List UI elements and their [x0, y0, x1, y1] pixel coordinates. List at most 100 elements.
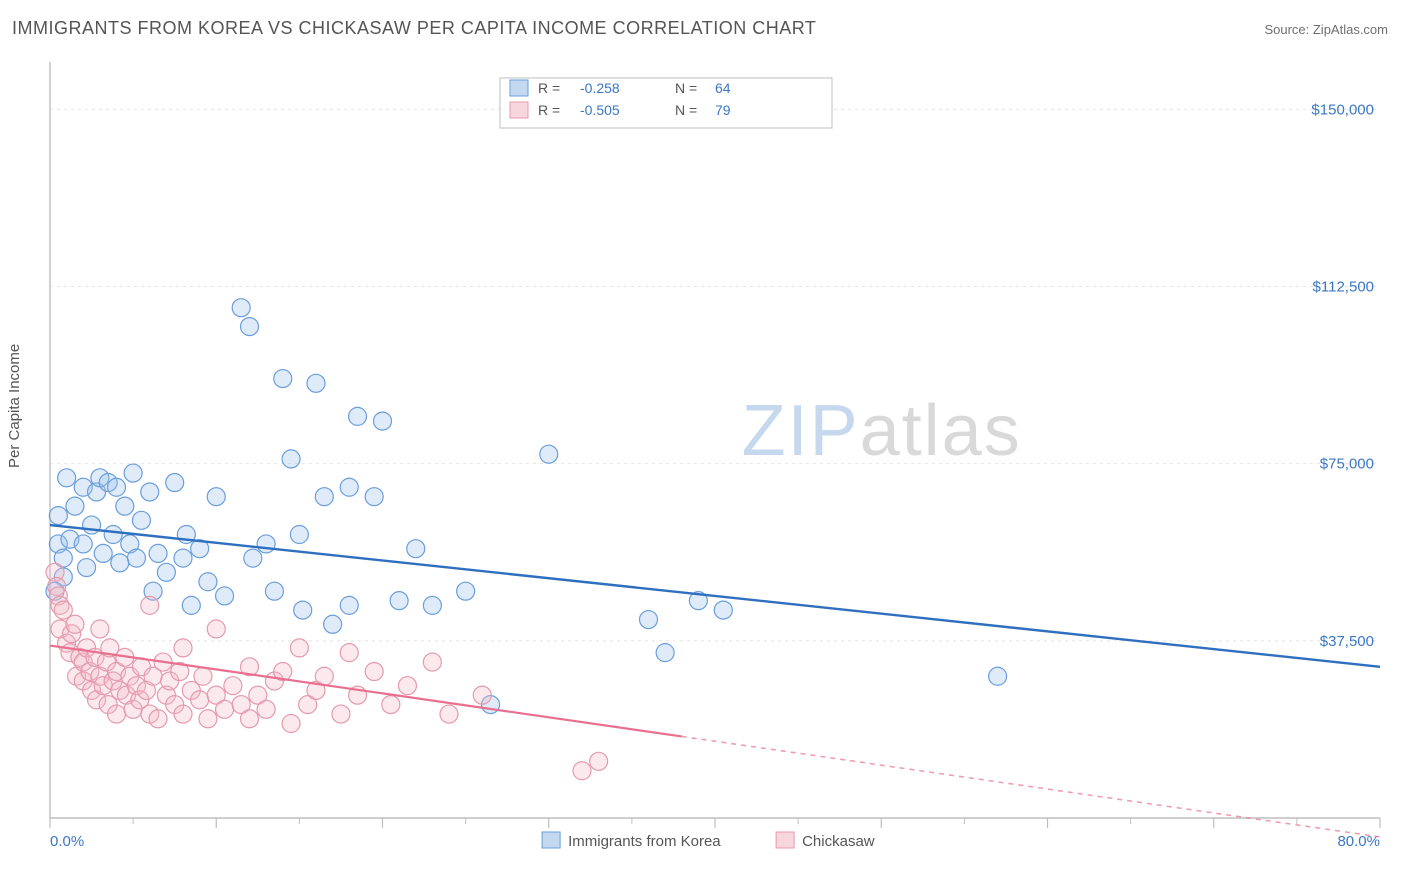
data-point-korea — [141, 483, 159, 501]
data-point-korea — [407, 540, 425, 558]
data-point-korea — [49, 507, 67, 525]
x-tick-label: 80.0% — [1337, 833, 1380, 850]
data-point-korea — [111, 554, 129, 572]
data-point-chickasaw — [191, 691, 209, 709]
data-point-korea — [166, 474, 184, 492]
data-point-chickasaw — [340, 644, 358, 662]
source-link[interactable]: ZipAtlas.com — [1313, 22, 1388, 37]
data-point-korea — [58, 469, 76, 487]
data-point-chickasaw — [241, 710, 259, 728]
legend-n-label: N = — [675, 80, 697, 96]
data-point-chickasaw — [141, 596, 159, 614]
data-point-chickasaw — [108, 705, 126, 723]
data-point-chickasaw — [174, 705, 192, 723]
legend-r-label: R = — [538, 80, 560, 96]
data-point-korea — [423, 596, 441, 614]
data-point-chickasaw — [216, 700, 234, 718]
data-point-korea — [365, 488, 383, 506]
data-point-korea — [216, 587, 234, 605]
y-axis-label: Per Capita Income — [6, 344, 23, 468]
trend-line-extrap-chickasaw — [682, 736, 1380, 836]
data-point-korea — [640, 611, 658, 629]
x-tick-label: 0.0% — [50, 833, 84, 850]
data-point-korea — [116, 497, 134, 515]
data-point-chickasaw — [590, 752, 608, 770]
data-point-chickasaw — [440, 705, 458, 723]
scatter-chart: $37,500 $75,000 $112,500 $150,000 0.0% 80.0% Z… — [0, 48, 1406, 858]
data-point-chickasaw — [66, 615, 84, 633]
data-point-korea — [124, 464, 142, 482]
legend-r-value: -0.258 — [580, 80, 620, 96]
y-tick-label: $75,000 — [1320, 456, 1374, 473]
chart-title: IMMIGRANTS FROM KOREA VS CHICKASAW PER C… — [12, 18, 816, 39]
legend-swatch-korea — [510, 80, 528, 96]
data-point-korea — [104, 526, 122, 544]
data-point-korea — [78, 559, 96, 577]
data-point-korea — [265, 582, 283, 600]
data-point-chickasaw — [194, 667, 212, 685]
data-point-chickasaw — [473, 686, 491, 704]
legend-n-value: 79 — [715, 102, 731, 118]
data-point-korea — [182, 596, 200, 614]
data-point-korea — [157, 563, 175, 581]
data-point-chickasaw — [282, 715, 300, 733]
data-point-chickasaw — [207, 620, 225, 638]
y-tick-label: $112,500 — [1313, 278, 1374, 295]
data-point-korea — [374, 412, 392, 430]
data-point-korea — [294, 601, 312, 619]
data-point-korea — [290, 526, 308, 544]
data-point-korea — [132, 511, 150, 529]
data-point-korea — [149, 544, 167, 562]
data-point-korea — [127, 549, 145, 567]
data-point-chickasaw — [149, 710, 167, 728]
data-point-chickasaw — [332, 705, 350, 723]
data-point-korea — [199, 573, 217, 591]
data-point-korea — [66, 497, 84, 515]
data-point-korea — [324, 615, 342, 633]
data-point-korea — [174, 549, 192, 567]
data-point-korea — [74, 535, 92, 553]
data-point-korea — [241, 318, 259, 336]
data-point-korea — [656, 644, 674, 662]
data-point-chickasaw — [257, 700, 275, 718]
data-point-korea — [244, 549, 262, 567]
data-point-chickasaw — [573, 762, 591, 780]
y-tick-label: $37,500 — [1320, 633, 1374, 650]
data-point-korea — [232, 299, 250, 317]
data-point-korea — [274, 370, 292, 388]
data-point-chickasaw — [174, 639, 192, 657]
data-point-chickasaw — [382, 696, 400, 714]
data-point-korea — [257, 535, 275, 553]
data-point-korea — [349, 407, 367, 425]
source-prefix: Source: — [1264, 22, 1312, 37]
data-point-korea — [108, 478, 126, 496]
bottom-legend-swatch-korea — [542, 832, 560, 848]
data-point-chickasaw — [199, 710, 217, 728]
data-point-korea — [540, 445, 558, 463]
data-point-chickasaw — [290, 639, 308, 657]
data-point-korea — [989, 667, 1007, 685]
data-point-korea — [340, 478, 358, 496]
data-point-korea — [390, 592, 408, 610]
data-point-chickasaw — [423, 653, 441, 671]
source-credit: Source: ZipAtlas.com — [1264, 22, 1388, 37]
data-point-korea — [94, 544, 112, 562]
data-point-korea — [307, 374, 325, 392]
data-point-chickasaw — [91, 620, 109, 638]
data-point-chickasaw — [398, 677, 416, 695]
data-point-chickasaw — [315, 667, 333, 685]
legend-r-value: -0.505 — [580, 102, 620, 118]
bottom-legend-label-chickasaw: Chickasaw — [802, 833, 875, 850]
data-point-korea — [315, 488, 333, 506]
data-point-korea — [457, 582, 475, 600]
data-point-chickasaw — [224, 677, 242, 695]
watermark: ZIPatlas — [742, 391, 1022, 471]
data-point-korea — [207, 488, 225, 506]
bottom-legend-swatch-chickasaw — [776, 832, 794, 848]
data-point-korea — [282, 450, 300, 468]
legend-n-value: 64 — [715, 80, 731, 96]
y-tick-label: $150,000 — [1311, 101, 1374, 118]
legend-r-label: R = — [538, 102, 560, 118]
legend-swatch-chickasaw — [510, 102, 528, 118]
chart-container: Per Capita Income $37,500 $75,000 $112,500… — [0, 48, 1406, 892]
